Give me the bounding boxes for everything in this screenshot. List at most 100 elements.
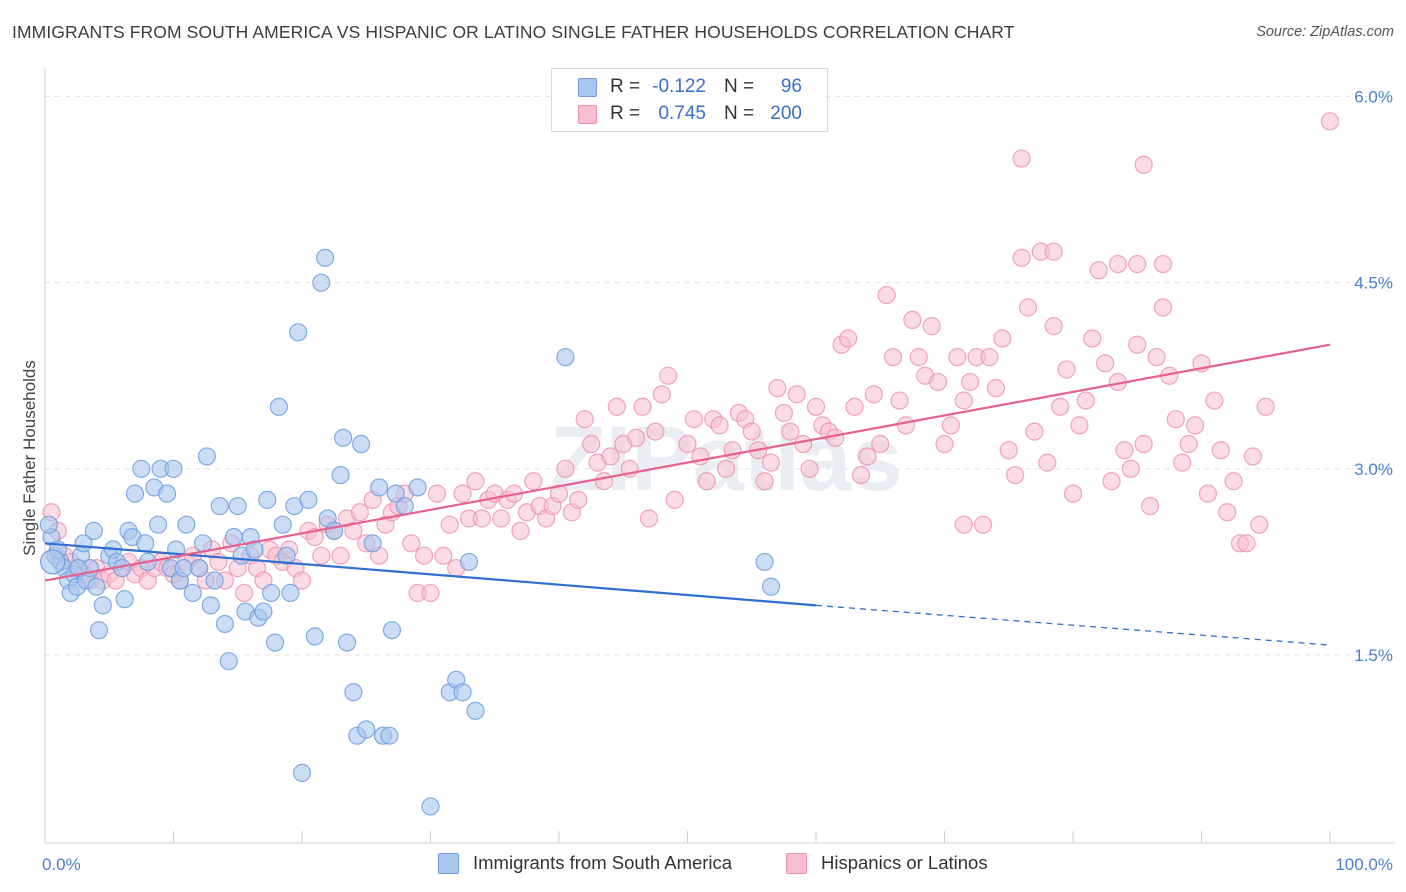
hispanic-point bbox=[774, 403, 793, 423]
hispanic-point bbox=[453, 484, 472, 503]
hispanic-point bbox=[999, 441, 1018, 460]
immigrant-point bbox=[87, 577, 106, 596]
immigrant-point bbox=[312, 273, 331, 292]
hispanic-point bbox=[292, 571, 312, 590]
immigrant-point bbox=[352, 434, 371, 454]
hispanic-point bbox=[1224, 472, 1243, 491]
hispanic-point bbox=[871, 434, 890, 454]
hispanic-point bbox=[402, 534, 421, 553]
legend-item-hispanics[interactable]: Hispanics or Latinos bbox=[786, 852, 988, 874]
immigrant-point bbox=[148, 515, 168, 534]
hispanic-point bbox=[1134, 155, 1153, 174]
immigrant-point bbox=[39, 515, 58, 534]
source-label: Source: ZipAtlas.com bbox=[1256, 24, 1394, 40]
hispanic-point bbox=[1153, 254, 1173, 274]
immigrant-point bbox=[177, 515, 196, 534]
hispanic-point bbox=[331, 546, 350, 565]
immigrant-point bbox=[331, 465, 350, 485]
hispanic-point bbox=[980, 348, 999, 367]
legend-swatch-blue bbox=[578, 77, 597, 97]
immigrant-point bbox=[254, 602, 273, 621]
hispanic-point bbox=[883, 348, 903, 367]
y-tick-label: 1.5% bbox=[1354, 646, 1393, 665]
legend-label: Hispanics or Latinos bbox=[821, 852, 988, 873]
immigrant-point bbox=[334, 428, 353, 447]
immigrant-point bbox=[228, 496, 247, 516]
hispanic-point bbox=[961, 372, 980, 392]
hispanic-point bbox=[1115, 441, 1134, 460]
immigrant-point bbox=[40, 549, 66, 575]
immigrant-point bbox=[132, 459, 151, 478]
hispanic-point bbox=[941, 416, 961, 435]
hispanic-point bbox=[697, 472, 716, 491]
hispanic-point bbox=[633, 397, 652, 416]
hispanic-point bbox=[594, 472, 614, 491]
axes bbox=[44, 68, 1395, 844]
immigrant-point bbox=[316, 248, 335, 267]
hispanic-point bbox=[1121, 459, 1140, 478]
immigrant-point bbox=[269, 397, 288, 416]
hispanic-point bbox=[1096, 354, 1115, 373]
hispanic-point bbox=[1173, 453, 1192, 472]
immigrant-point bbox=[265, 633, 285, 652]
hispanic-point bbox=[1038, 453, 1057, 472]
hispanic-point bbox=[569, 490, 588, 509]
legend-r-value: -0.122 bbox=[652, 76, 706, 97]
hispanic-point bbox=[1006, 465, 1025, 485]
hispanic-point bbox=[1140, 496, 1160, 516]
immigrant-point bbox=[380, 726, 399, 745]
legend-swatch-pink bbox=[578, 104, 597, 124]
hispanic-point bbox=[1250, 515, 1269, 534]
grid bbox=[45, 96, 1395, 656]
legend-r-value: 0.745 bbox=[658, 103, 706, 124]
hispanic-point bbox=[858, 447, 877, 466]
hispanic-point bbox=[639, 509, 659, 528]
legend-item-immigrants[interactable]: Immigrants from South America bbox=[438, 852, 732, 874]
legend-label: Immigrants from South America bbox=[473, 852, 733, 873]
immigrant-point bbox=[84, 521, 103, 540]
x-tick-label: 0.0% bbox=[42, 855, 81, 874]
immigrant-point bbox=[210, 496, 229, 516]
y-tick-label: 6.0% bbox=[1354, 88, 1393, 107]
hispanic-point bbox=[1063, 484, 1083, 503]
hispanic-point bbox=[839, 329, 858, 348]
hispanic-point bbox=[511, 521, 530, 540]
hispanic-point bbox=[427, 484, 447, 503]
immigrant-point bbox=[89, 621, 109, 640]
immigrant-point bbox=[115, 590, 134, 609]
y-tick-label: 4.5% bbox=[1354, 274, 1393, 293]
hispanic-point bbox=[524, 472, 543, 491]
immigrant-point bbox=[325, 521, 344, 540]
hispanic-point bbox=[1211, 441, 1230, 460]
hispanic-point bbox=[472, 509, 491, 528]
immigrant-point bbox=[382, 621, 402, 640]
hispanic-point bbox=[582, 434, 601, 454]
hispanic-point bbox=[678, 434, 697, 454]
hispanic-point bbox=[575, 410, 594, 429]
immigrant-point bbox=[281, 583, 300, 603]
hispanic-point bbox=[1128, 335, 1147, 354]
immigrant-point bbox=[363, 534, 382, 553]
hispanic-point bbox=[1205, 391, 1224, 410]
hispanic-point bbox=[935, 434, 954, 454]
hispanic-point bbox=[890, 391, 909, 410]
hispanic-point bbox=[922, 317, 941, 336]
hispanic-point bbox=[755, 472, 774, 491]
hispanic-point bbox=[1198, 484, 1218, 503]
legend-n-label: N = bbox=[724, 103, 755, 124]
immigrant-point bbox=[258, 490, 277, 509]
chart-title: IMMIGRANTS FROM SOUTH AMERICA VS HISPANI… bbox=[12, 22, 1015, 42]
immigrant-points bbox=[39, 248, 781, 816]
hispanic-point bbox=[710, 416, 729, 435]
hispanic-point bbox=[556, 459, 575, 478]
hispanic-point bbox=[1237, 534, 1256, 553]
hispanic-point bbox=[1076, 391, 1095, 410]
immigrant-point bbox=[193, 534, 213, 553]
hispanic-point bbox=[973, 515, 993, 534]
immigrant-point bbox=[755, 552, 774, 572]
immigrant-point bbox=[262, 583, 281, 603]
hispanic-point bbox=[652, 385, 671, 404]
immigrant-point bbox=[386, 484, 405, 503]
immigrant-point bbox=[136, 534, 155, 553]
hispanic-point bbox=[434, 546, 453, 565]
